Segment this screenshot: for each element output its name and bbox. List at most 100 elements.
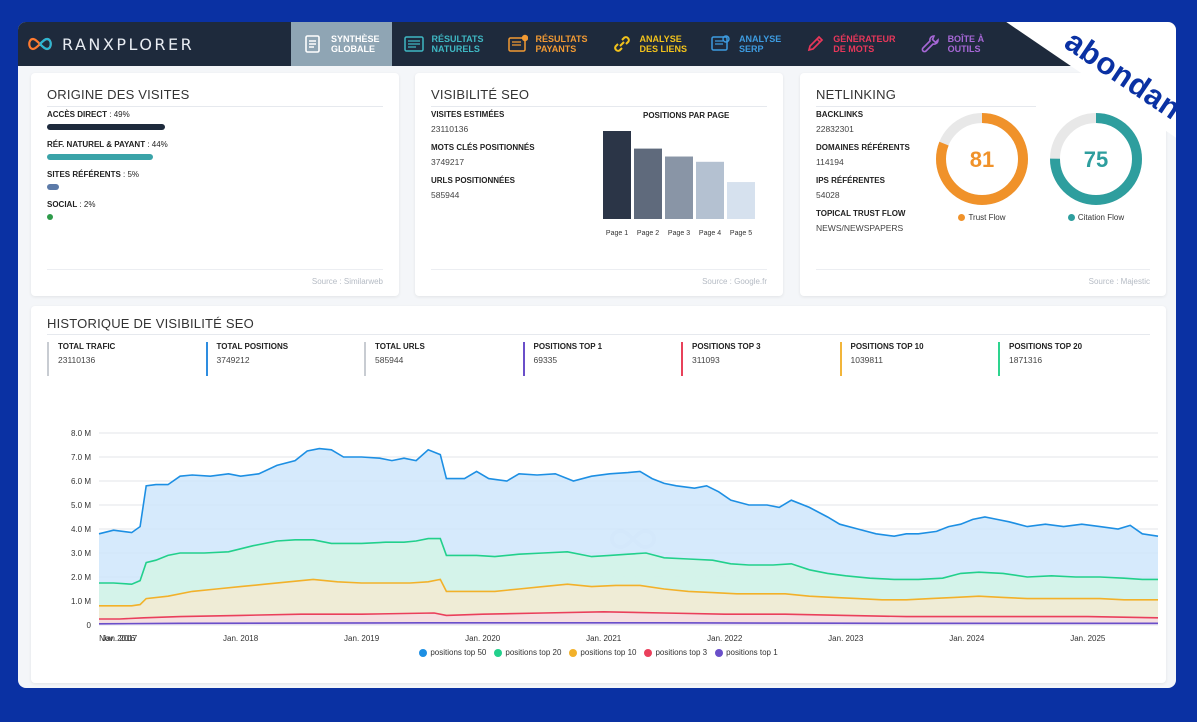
stat-label: DOMAINES RÉFÉRENTS <box>816 143 910 152</box>
gauge-legend-dot <box>1067 214 1075 221</box>
seo-stats: VISITES ESTIMÉES 23110136 MOTS CLÉS POSITI… <box>431 110 581 209</box>
stat-label: VISITES ESTIMÉES <box>431 110 505 119</box>
legend-item[interactable]: positions top 20 <box>494 648 561 657</box>
legend-item[interactable]: positions top 50 <box>419 648 486 657</box>
nav-item-generateur5[interactable]: Générateur de mots <box>793 22 907 66</box>
visit-source-row: SITES RÉFÉRENTS : 5% <box>47 170 297 190</box>
history-kpi: TOTAL TRAFIC 23110136 <box>47 342 115 376</box>
series-line-positions-top-1 <box>98 622 1158 625</box>
wrench-icon <box>921 35 939 53</box>
x-tick-label: Jan. 2018 <box>223 634 259 643</box>
legend-item[interactable]: positions top 3 <box>644 648 707 657</box>
y-tick-label: 2.0 M <box>71 573 91 582</box>
visit-separator: : <box>145 140 152 149</box>
stat-item: DOMAINES RÉFÉRENTS 114194 <box>816 143 956 167</box>
series-line-positions-top-10 <box>99 578 1158 607</box>
x-tick-label: Jan. 2017 <box>102 634 138 643</box>
x-tick-label: Nov. 2016 <box>99 634 135 643</box>
seo-visibility-card: VISIBILITÉ SEO VISITES ESTIMÉES 23110136 M… <box>415 73 783 296</box>
divider <box>431 106 767 107</box>
stat-value: 23110136 <box>431 124 469 134</box>
visit-share-bar <box>47 124 165 130</box>
visit-label-text: ACCÈS DIRECT <box>47 110 108 119</box>
page-bar-label: Page 3 <box>668 230 690 237</box>
visit-label-text: SITES RÉFÉRENTS <box>47 170 121 179</box>
visits-origin-title: ORIGINE DES VISITES <box>47 87 190 102</box>
visit-source-row: SOCIAL : 2% <box>47 200 297 220</box>
legend-item[interactable]: positions top 10 <box>569 648 636 657</box>
x-tick-label: Jan. 2019 <box>344 634 380 643</box>
gauge-value: 75 <box>1084 147 1108 172</box>
y-tick-label: 0 <box>87 621 92 630</box>
positions-per-page-chart: Page 1 Page 2 Page 3 Page 4 Page 5 <box>603 131 755 237</box>
legend-label: positions top 50 <box>430 648 487 657</box>
nav-item-boite-a6[interactable]: Boîte à outils <box>908 22 997 66</box>
infinity-logo-icon <box>28 37 52 51</box>
divider <box>47 334 1150 335</box>
series-line-positions-top-20 <box>99 537 1158 586</box>
legend-dot <box>569 648 578 657</box>
nav-label-line2: globale <box>331 44 375 54</box>
kpi-label: TOTAL URLS <box>375 342 425 351</box>
legend-dot <box>644 648 653 657</box>
series-line-positions-top-50 <box>98 447 1159 538</box>
stat-label: BACKLINKS <box>816 110 864 119</box>
nav-item-label: Résultats payants <box>536 34 588 54</box>
kpi-value: 23110136 <box>58 355 96 365</box>
visit-label-text: SOCIAL <box>47 200 78 209</box>
stat-label: URLS POSITIONNÉES <box>431 176 516 185</box>
positions-chart-title: POSITIONS PAR PAGE <box>643 111 730 120</box>
stat-value: 114194 <box>816 157 844 167</box>
stat-item: IPS RÉFÉRENTES 54028 <box>816 176 956 200</box>
legend-label: positions top 1 <box>726 648 778 657</box>
page-bar <box>727 182 755 219</box>
stat-item: MOTS CLÉS POSITIONNÉS 3749217 <box>431 143 581 167</box>
x-tick-label: Jan. 2020 <box>465 634 501 643</box>
visit-share-bar <box>47 154 153 160</box>
kpi-label: POSITIONS TOP 20 <box>1009 342 1083 351</box>
gauge-legend: Citation Flow <box>1046 213 1146 222</box>
kpi-value: 585944 <box>375 355 404 365</box>
visits-origin-card: ORIGINE DES VISITES ACCÈS DIRECT : 49% RÉ… <box>31 73 399 296</box>
nav-item-analyse3[interactable]: Analyse des liens <box>600 22 700 66</box>
page-bar-label: Page 4 <box>699 230 721 237</box>
x-tick-label: Jan. 2021 <box>586 634 622 643</box>
nav-item-synthese0[interactable]: Synthèse globale <box>291 22 392 66</box>
netlinking-stats: BACKLINKS 22832301 DOMAINES RÉFÉRENTS 11419… <box>816 110 956 242</box>
nav-label-line1: Synthèse <box>331 34 380 44</box>
kpi-value: 311093 <box>692 355 720 365</box>
legend-label: positions top 3 <box>655 648 708 657</box>
gauge: 75 Citation Flow <box>1046 109 1146 229</box>
kpi-value: 3749212 <box>216 355 250 365</box>
nav-label-line1: Analyse <box>739 34 782 44</box>
visit-value: 49% <box>113 110 130 119</box>
nav-item-label: Résultats naturels <box>432 34 484 54</box>
gauge-arc <box>936 113 1028 205</box>
app-logo[interactable]: RANXPLORER <box>26 32 194 56</box>
kpi-label: POSITIONS TOP 1 <box>533 342 603 351</box>
seo-history-card: HISTORIQUE DE VISIBILITÉ SEO TOTAL TRAFI… <box>31 306 1166 683</box>
nav-item-resultats2[interactable]: Résultats payants <box>496 22 600 66</box>
nav-item-resultats1[interactable]: Résultats naturels <box>392 22 496 66</box>
gauge: 81 Trust Flow <box>932 109 1032 229</box>
pencil-icon <box>808 35 824 52</box>
visit-separator: : <box>120 170 128 179</box>
kpi-value: 1871316 <box>1009 355 1043 365</box>
visit-source-row: ACCÈS DIRECT : 49% <box>47 110 297 130</box>
app-window: RANXPLORER Synthèse globale Résultats natur… <box>18 22 1176 688</box>
page-bar <box>696 161 724 219</box>
visit-value: 44% <box>151 140 168 149</box>
legend-item[interactable]: positions top 1 <box>715 648 778 657</box>
nav-label-line1: Boîte à <box>947 34 985 44</box>
nav-label-line2: payants <box>535 44 577 54</box>
nav-label-line2: naturels <box>431 44 480 54</box>
seo-visibility-title: VISIBILITÉ SEO <box>431 87 530 102</box>
stat-label: MOTS CLÉS POSITIONNÉS <box>431 143 535 152</box>
x-tick-label: Jan. 2024 <box>949 634 985 643</box>
divider <box>47 106 383 107</box>
gauge-arc <box>1050 113 1142 205</box>
page-bar-label: Page 5 <box>730 230 752 237</box>
visit-separator: : <box>107 110 114 119</box>
nav-item-analyse4[interactable]: Analyse SERP <box>699 22 793 66</box>
nav-item-label: Analyse SERP <box>739 34 781 54</box>
